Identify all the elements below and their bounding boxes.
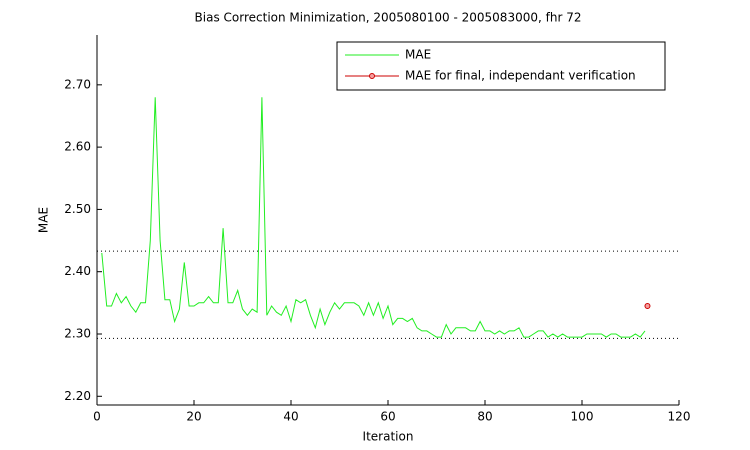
x-tick-label: 100 (571, 410, 594, 424)
x-axis-label: Iteration (363, 430, 414, 444)
y-tick-label: 2.60 (64, 140, 91, 154)
x-tick-label: 60 (380, 410, 395, 424)
y-tick-label: 2.70 (64, 77, 91, 91)
x-tick-label: 80 (477, 410, 492, 424)
y-tick-label: 2.30 (64, 326, 91, 340)
legend-marker (369, 73, 375, 79)
legend-label: MAE (405, 48, 431, 62)
y-axis-label: MAE (37, 207, 51, 233)
x-tick-label: 20 (186, 410, 201, 424)
legend-label: MAE for final, independant verification (405, 69, 636, 83)
data-line (101, 97, 646, 338)
legend-box (336, 41, 666, 91)
data-point (644, 302, 651, 309)
y-tick-label: 2.40 (64, 264, 91, 278)
x-tick-label: 120 (668, 410, 691, 424)
x-tick-label: 40 (283, 410, 298, 424)
x-tick-label: 0 (93, 410, 101, 424)
y-tick-label: 2.50 (64, 202, 91, 216)
chart-title: Bias Correction Minimization, 2005080100… (195, 11, 582, 25)
y-tick-label: 2.20 (64, 389, 91, 403)
